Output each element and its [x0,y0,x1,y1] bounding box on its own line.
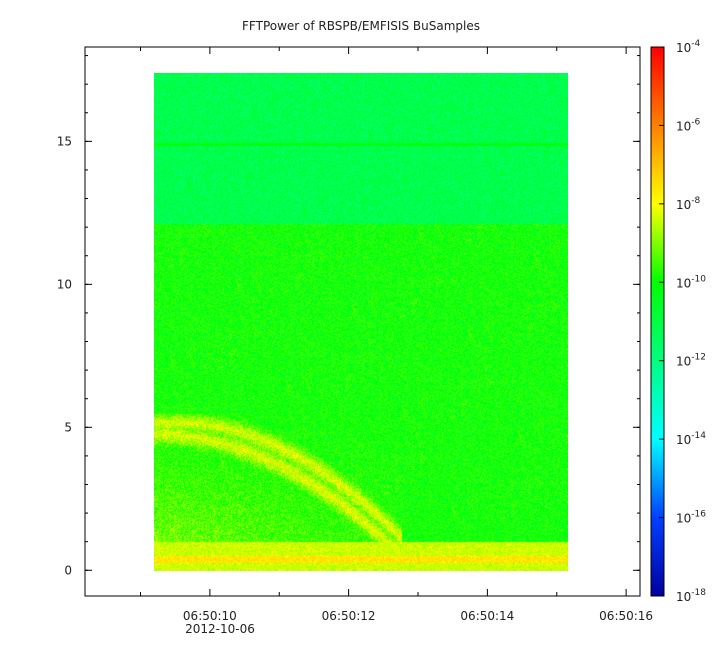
colorbar-tick-label: 10-4 [676,39,701,55]
colorbar-tick-label: 10-16 [676,510,706,526]
spectrogram-image [154,73,568,571]
colorbar-tick-label: 10-14 [676,431,706,447]
colorbar-axis: 10-18 10-16 10-14 10-12 10-10 10-8 10-6 10-4 [659,39,706,604]
x-tick-label: 06:50:12 [322,609,376,623]
colorbar-tick-label: 10-10 [676,274,706,290]
chart-title: FFTPower of RBSPB/EMFISIS BuSamples [242,19,480,33]
x-axis: 06:50:10 06:50:12 06:50:14 06:50:16 [140,47,653,623]
colorbar-tick-label: 10-12 [676,353,706,369]
x-tick-label: 06:50:14 [460,609,514,623]
colorbar-tick-label: 10-18 [676,588,706,604]
x-date-label: 2012-10-06 [185,622,255,636]
x-tick-label: 06:50:10 [183,609,237,623]
colorbar-tick-label: 10-8 [676,196,701,212]
colorbar-tick-label: 10-6 [676,117,701,133]
y-axis: 0 5 10 15 [57,55,640,577]
x-tick-label: 06:50:16 [599,609,653,623]
y-tick-label: 0 [64,563,72,577]
y-tick-label: 10 [57,277,72,291]
y-tick-label: 15 [57,134,72,148]
colorbar [650,46,665,597]
y-tick-label: 5 [64,420,72,434]
